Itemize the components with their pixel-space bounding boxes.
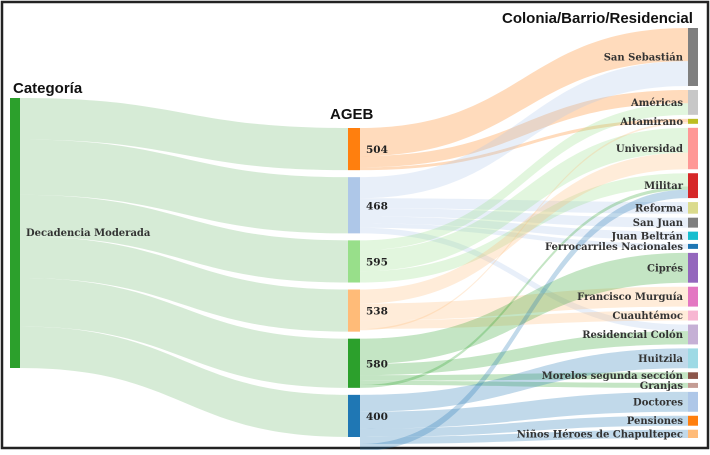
label-universidad: Universidad — [616, 144, 683, 155]
label-cipres: Ciprés — [647, 263, 683, 274]
node-ninos-heroes-de-chapultepec — [688, 429, 698, 438]
node-ageb-595 — [348, 240, 360, 283]
node-pensiones — [688, 415, 698, 426]
column-title-colonia: Colonia/Barrio/Residencial — [502, 10, 693, 27]
node-cipres — [688, 252, 698, 283]
column-title-categoria: Categoría — [13, 80, 83, 97]
link-468-to-juan-beltran — [360, 216, 688, 240]
node-ageb-504 — [348, 128, 360, 171]
nodes — [10, 28, 698, 438]
link-400-to-huitzila — [360, 348, 688, 412]
node-reforma — [688, 202, 698, 214]
link-400-to-doctores — [360, 391, 688, 429]
link-504-to-san-sebastian — [360, 28, 688, 157]
label-san-sebastian: San Sebastián — [604, 52, 684, 63]
link-400-to-pensiones — [360, 415, 688, 437]
label-decadencia-moderada: Decadencia Moderada — [26, 228, 151, 239]
source-links — [20, 98, 348, 437]
ageb-links — [360, 28, 688, 452]
label-juan-beltran: Juan Beltrán — [611, 231, 684, 242]
link-538-to-altamirano — [360, 122, 688, 331]
link-468-to-ferrocarriles-nacionales — [360, 223, 688, 249]
node-altamirano — [688, 118, 698, 124]
label-pensiones: Pensiones — [627, 416, 684, 427]
label-morelos-segunda-seccion: Morelos segunda sección — [542, 371, 684, 382]
label-granjas: Granjas — [640, 381, 684, 392]
label-san-juan: San Juan — [633, 218, 684, 229]
link-source-to-400 — [20, 326, 348, 437]
node-cuauhtemoc — [688, 310, 698, 321]
labels: Decadencia Moderada 504 468 595 538 580 400 San… — [26, 52, 684, 440]
link-source-to-595 — [20, 194, 348, 283]
link-595-to-americas — [360, 103, 688, 251]
label-americas: Américas — [630, 98, 683, 109]
link-580-to-militar — [360, 186, 688, 388]
label-doctores: Doctores — [633, 397, 683, 408]
node-ageb-538 — [348, 289, 360, 332]
link-595-to-universidad — [360, 127, 688, 272]
node-ferrocarriles-nacionales — [688, 243, 698, 249]
node-san-sebastian — [688, 28, 698, 86]
link-source-to-538 — [20, 236, 348, 332]
node-morelos-segunda-seccion — [688, 372, 698, 379]
label-francisco-murguia: Francisco Murguía — [577, 292, 683, 303]
node-huitzila — [688, 348, 698, 369]
link-538-to-universidad — [360, 152, 688, 304]
node-ageb-468 — [348, 177, 360, 234]
label-ageb-400: 400 — [366, 411, 388, 423]
link-468-to-residencial-colon — [360, 227, 688, 332]
node-residencial-colon — [688, 324, 698, 345]
label-reforma: Reforma — [635, 203, 683, 214]
label-militar: Militar — [644, 181, 684, 192]
node-doctores — [688, 391, 698, 412]
link-504-to-altamirano — [360, 118, 688, 171]
label-ninos-heroes-de-chapultepec: Niños Héroes de Chapultepec — [517, 429, 683, 440]
link-400-to-militar — [360, 189, 688, 452]
label-altamirano: Altamirano — [619, 117, 683, 128]
node-ageb-400 — [348, 394, 360, 437]
link-504-to-americas — [360, 89, 688, 168]
node-juan-beltran — [688, 231, 698, 240]
link-source-to-580 — [20, 278, 348, 388]
link-source-to-468 — [20, 139, 348, 234]
link-580-to-morelos-segunda-seccion — [360, 372, 688, 381]
link-580-to-cipres — [360, 252, 688, 364]
node-san-juan — [688, 217, 698, 228]
link-538-to-francisco-murguia — [360, 286, 688, 321]
link-580-to-residencial-colon — [360, 331, 688, 376]
label-ferrocarriles-nacionales: Ferrocarriles Nacionales — [545, 242, 683, 253]
node-ageb-580 — [348, 338, 360, 388]
link-538-to-cuauhtemoc — [360, 310, 688, 329]
node-universidad — [688, 127, 698, 170]
node-granjas — [688, 382, 698, 388]
link-580-to-granjas — [360, 380, 688, 388]
node-americas — [688, 89, 698, 115]
label-huitzila: Huitzila — [638, 354, 683, 365]
label-ageb-468: 468 — [366, 200, 388, 212]
link-468-to-san-sebastian — [360, 61, 688, 199]
node-francisco-murguia — [688, 286, 698, 307]
node-decadencia-moderada — [10, 98, 20, 368]
column-title-ageb: AGEB — [330, 106, 374, 123]
link-400-to-ninos-heroes-de-chapultepec — [360, 429, 688, 445]
label-ageb-504: 504 — [366, 144, 388, 156]
node-militar — [688, 173, 698, 199]
label-residencial-colon: Residencial Colón — [582, 330, 683, 341]
link-595-to-militar — [360, 173, 688, 283]
link-468-to-reforma — [360, 198, 688, 214]
link-468-to-san-juan — [360, 208, 688, 228]
label-ageb-580: 580 — [366, 358, 388, 370]
label-cuauhtemoc: Cuauhtémoc — [612, 311, 683, 322]
link-source-to-504 — [20, 98, 348, 171]
label-ageb-595: 595 — [366, 256, 388, 268]
label-ageb-538: 538 — [366, 306, 388, 318]
